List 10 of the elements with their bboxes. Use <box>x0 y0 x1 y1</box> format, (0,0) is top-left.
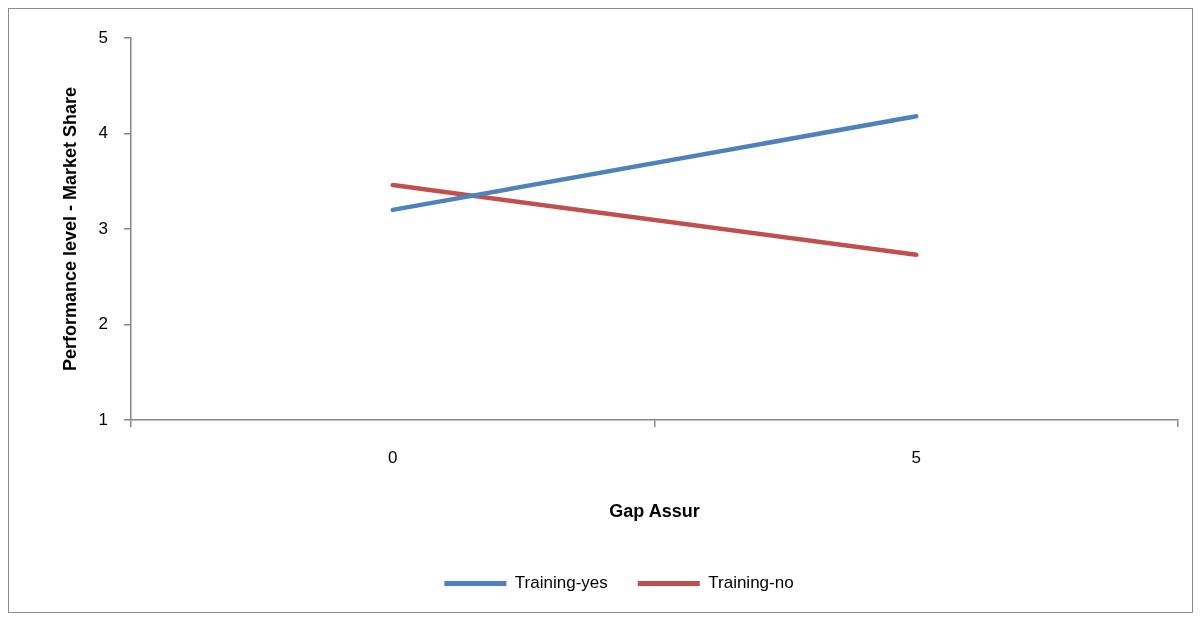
y-tick-label: 4 <box>98 123 109 143</box>
x-tick-label: 0 <box>388 447 398 467</box>
y-tick-label: 3 <box>98 218 109 238</box>
legend-label: Training-yes <box>514 573 608 593</box>
legend-label: Training-no <box>708 573 794 593</box>
y-tick-label: 5 <box>98 27 109 47</box>
y-tick-label: 1 <box>98 409 109 429</box>
y-tick-label: 2 <box>98 314 109 334</box>
x-axis-title: Gap Assur <box>609 501 700 522</box>
y-axis-title: Performance level - Market Share <box>59 86 80 372</box>
